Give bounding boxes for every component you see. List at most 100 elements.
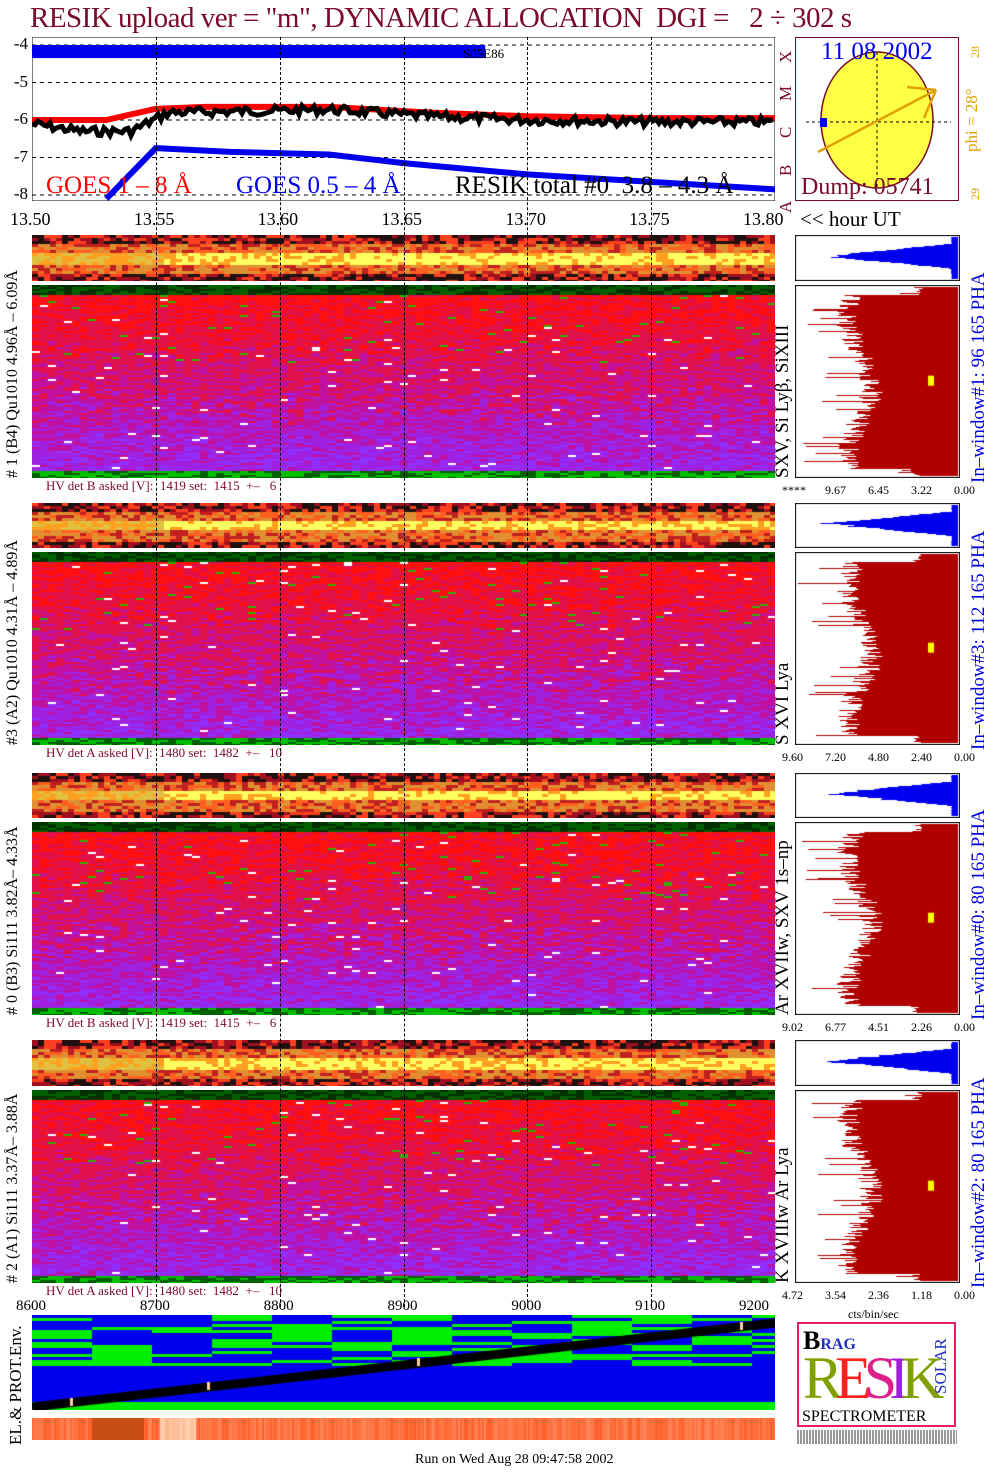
line-ids-0: SXV, Si Lyβ, SiXIII [772, 324, 793, 478]
legend-resik-total: RESIK total #0 3.8 – 4.3 Å [455, 172, 734, 199]
logo-solar: SOLAR [931, 1338, 950, 1394]
profile-tick-label: 0.00 [954, 1288, 975, 1302]
profile-tick-label: 3.54 [825, 1288, 846, 1302]
time-gridline [403, 37, 405, 1307]
legend-goes-long: GOES 1 – 8 Å [46, 172, 192, 199]
bottom-x-tick-label: 9200 [739, 1298, 769, 1314]
y-tick-label: -5 [13, 71, 28, 91]
profile-tick-label: 9.60 [782, 750, 803, 764]
y-tick-label: -6 [13, 109, 28, 128]
lat-top: 28 [968, 46, 982, 58]
flare-class-label: A [776, 200, 795, 213]
x-tick-label: 13.65 [381, 209, 423, 229]
sun-date: 11 08 2002 [821, 38, 933, 65]
detector-label-2: # 0 (B3) Si111 3.82Å– 4.33Å [4, 826, 21, 1015]
x-tick-label: 13.50 [10, 209, 51, 229]
detector-label-0: # 1 (B4) Qu1010 4.96Å – 6.09Å [4, 270, 21, 478]
pha-histogram-1 [795, 503, 960, 548]
hv-status-1: HV det A asked [V]: 1480 set: 1482 +– 10 [46, 745, 283, 760]
spectrum-profile-0 [795, 285, 960, 478]
footer-run-date: Run on Wed Aug 28 09:47:58 2002 [415, 1452, 614, 1467]
line-ids-2: Ar XVIIw, SXV 1s–np [772, 840, 793, 1015]
line-ids-3: K XVIIIw Ar Lya [772, 1147, 793, 1283]
x-tick-label: 13.55 [133, 209, 175, 229]
bottom-x-tick-label: 8600 [16, 1298, 46, 1314]
active-region-bar [32, 45, 486, 59]
bottom-x-tick-label: 9100 [635, 1298, 666, 1314]
bottom-x-tick-label: 9000 [511, 1298, 542, 1314]
profile-tick-label: 7.20 [825, 750, 846, 764]
env-label: EL.& PROT.Env. [6, 1325, 25, 1445]
hv-status-0: HV det B asked [V]: 1419 set: 1415 +– 6 [46, 478, 277, 493]
profile-tick-label: 0.00 [954, 1020, 975, 1034]
sun-disk-icon [806, 51, 951, 189]
flare-class-label: C [776, 126, 795, 138]
profile-tick-label: 3.22 [911, 483, 932, 497]
x-tick-label: 13.75 [629, 209, 670, 229]
x-axis-label: << hour UT [800, 207, 901, 231]
series-line-goes-short [104, 145, 775, 201]
series-line-resik [32, 101, 774, 142]
profile-tick-label: 6.45 [868, 483, 889, 497]
pha-unit-label: cts/bin/sec [848, 1307, 899, 1321]
pha-histogram-0 [795, 235, 960, 281]
detector-label-1: #3 (A2) Qu1010 4.31Å – 4.89Å [4, 540, 21, 745]
line-ids-1: S XVI Lya [772, 662, 793, 745]
hv-status-2: HV det B asked [V]: 1419 set: 1415 +– 6 [46, 1015, 277, 1030]
window-label-3: In–window#2: 80 165 PHA [968, 1077, 989, 1288]
bottom-x-tick-label: 8700 [139, 1298, 170, 1314]
time-gridline [527, 37, 529, 1307]
spectrum-profile-2 [795, 822, 960, 1015]
profile-tick-label: 2.26 [911, 1020, 932, 1034]
logo-fineprint [797, 1430, 957, 1444]
particle-environment-plot [32, 1315, 775, 1410]
detector-label-3: # 2 (A1) Si111 3.37Å– 3.88Å [4, 1093, 21, 1283]
resik-logo: BRAG RESIK SOLAR SPECTROMETER [797, 1322, 956, 1427]
x-tick-label: 13.80 [743, 209, 784, 229]
bottom-x-tick-label: 8900 [387, 1298, 418, 1314]
logo-bragg: BRAG [803, 1326, 856, 1355]
flare-class-label: X [776, 50, 795, 63]
profile-tick-label: 0.00 [954, 483, 975, 497]
x-tick-label: 13.60 [257, 209, 299, 229]
spectrum-profile-3 [795, 1090, 960, 1283]
profile-tick-label: 1.18 [911, 1288, 932, 1302]
profile-tick-label: 6.77 [825, 1020, 846, 1034]
flare-class-label: M [776, 85, 795, 101]
logo-spectrometer: SPECTROMETER [802, 1408, 927, 1425]
profile-tick-label: 0.00 [954, 750, 975, 764]
pha-histogram-2 [795, 773, 960, 818]
y-tick-label: -7 [13, 146, 28, 166]
legend-goes-short: GOES 0.5 – 4 Å [236, 172, 401, 199]
active-region-label: S05E86 [463, 46, 505, 61]
sun-panel: 11 08 2002 Dump: 05741 [795, 37, 959, 201]
window-label-2: In–window#0: 80 165 PHA [968, 809, 989, 1020]
profile-tick-label: 9.02 [782, 1020, 803, 1034]
profile-tick-label: 4.80 [868, 750, 889, 764]
dump-number: Dump: 05741 [801, 174, 934, 200]
hv-status-3: HV det A asked [V]: 1480 set: 1482 +– 10 [46, 1283, 283, 1298]
environment-intensity-bar [32, 1418, 775, 1440]
spectrum-profile-1 [795, 552, 960, 745]
time-gridline [279, 37, 281, 1307]
profile-tick-label: 9.67 [825, 483, 846, 497]
x-tick-label: 13.70 [505, 209, 546, 229]
logo-resik: RESIK [803, 1345, 944, 1411]
phi-label: phi = 28° [962, 88, 981, 152]
profile-tick-label: 4.51 [868, 1020, 889, 1034]
bottom-x-tick-label: 8800 [263, 1298, 294, 1314]
pha-histogram-3 [795, 1040, 960, 1086]
y-tick-label: -4 [13, 34, 28, 53]
lat-bottom: 29 [968, 188, 982, 200]
window-label-0: In–window#1: 96 165 PHA [968, 272, 989, 483]
plot-title: RESIK upload ver = "m", DYNAMIC ALLOCATI… [30, 2, 852, 34]
flare-class-label: B [776, 164, 795, 176]
time-gridline [651, 37, 653, 1307]
window-label-1: In–window#3: 112 165 PHA [968, 530, 989, 750]
y-tick-label: -8 [13, 184, 28, 203]
time-gridline [155, 37, 157, 1307]
profile-tick-label: 2.40 [911, 750, 932, 764]
profile-tick-label: **** [782, 483, 806, 497]
profile-tick-label: 4.72 [782, 1288, 803, 1302]
profile-tick-label: 2.36 [868, 1288, 889, 1302]
